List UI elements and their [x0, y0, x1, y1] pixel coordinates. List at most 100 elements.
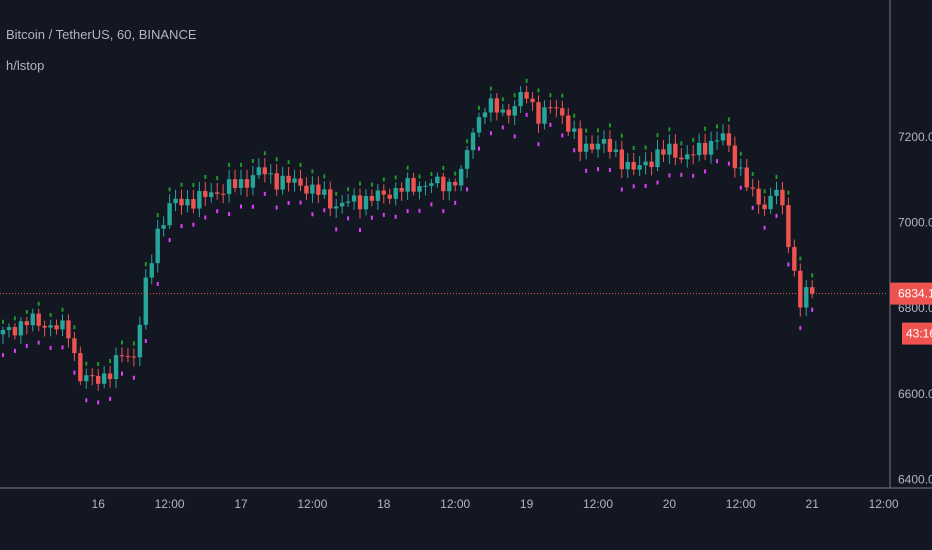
x-tick-label: 12:00 — [297, 497, 327, 511]
low-stop-marker — [132, 375, 135, 380]
high-stop-marker — [168, 187, 171, 192]
low-stop-marker — [466, 187, 469, 192]
candle-body — [339, 202, 345, 207]
high-stop-marker — [240, 162, 242, 167]
candle-body — [137, 324, 143, 358]
candle-body — [661, 149, 666, 155]
high-stop-marker — [561, 93, 564, 98]
candle-body — [107, 373, 113, 380]
candle-body — [363, 196, 369, 210]
high-stop-marker — [763, 189, 766, 194]
high-stop-marker — [323, 174, 326, 179]
candle-body — [560, 108, 565, 116]
high-stop-marker — [739, 151, 742, 156]
candle-body — [286, 175, 291, 183]
high-stop-marker — [751, 171, 754, 176]
low-stop-marker — [85, 398, 88, 403]
price-axis[interactable]: 6400.00 6600.00 6800.00 7000.00 7200.00 — [898, 130, 932, 486]
candle-body — [780, 189, 785, 206]
candle-body — [673, 143, 678, 158]
candle-body — [78, 353, 83, 382]
low-stop-marker — [121, 371, 123, 376]
high-stop-marker — [192, 182, 195, 187]
low-stop-marker — [382, 212, 385, 217]
candle-body — [238, 179, 244, 188]
candle-body — [476, 117, 482, 133]
candle-body — [756, 188, 761, 205]
high-stop-marker — [275, 157, 278, 162]
low-stop-marker — [418, 208, 421, 213]
high-stop-marker — [573, 113, 576, 118]
countdown-tag-text: 43:16 — [906, 327, 932, 341]
x-tick-label: 21 — [806, 497, 820, 511]
candle-body — [381, 190, 386, 195]
low-stop-marker — [739, 185, 742, 190]
low-stop-marker — [561, 133, 564, 138]
x-tick-label: 12:00 — [726, 497, 756, 511]
time-axis[interactable]: 16 12:00 17 12:00 18 12:00 19 12:00 20 12:00 21 12:… — [92, 497, 899, 511]
candle-body — [512, 106, 517, 116]
high-stop-marker — [620, 133, 623, 138]
high-stop-marker — [418, 174, 421, 179]
candle-body — [530, 98, 535, 103]
candle-body — [351, 195, 357, 202]
candle-body — [48, 325, 53, 328]
high-stop-marker — [382, 177, 385, 182]
candle-body — [399, 188, 404, 192]
low-stop-marker — [263, 191, 266, 196]
x-tick-label: 18 — [377, 497, 391, 511]
x-tick-label: 20 — [663, 497, 677, 511]
symbol-title[interactable]: Bitcoin / TetherUS, 60, BINANCE — [6, 27, 197, 42]
candle-body — [36, 313, 41, 326]
high-stop-marker — [228, 162, 231, 167]
candle-body — [643, 161, 648, 166]
low-stop-marker — [811, 307, 814, 312]
high-stop-marker — [525, 78, 528, 83]
candle-body — [774, 189, 779, 196]
indicator-label[interactable]: h/lstop — [6, 58, 45, 73]
low-stop-marker — [727, 161, 730, 166]
candle-body — [762, 204, 767, 210]
candle-body — [322, 189, 327, 195]
high-stop-marker — [466, 139, 469, 144]
candle-body — [702, 142, 708, 155]
candle-body — [54, 325, 59, 330]
candle-body — [655, 149, 660, 168]
candle-body — [607, 138, 613, 152]
high-stop-marker — [537, 88, 540, 93]
candle-body — [441, 176, 446, 192]
candle-body — [316, 184, 321, 195]
high-stop-marker — [204, 174, 207, 179]
low-stop-marker — [668, 173, 671, 178]
candle-body — [66, 320, 71, 339]
low-stop-marker — [37, 340, 40, 345]
low-stop-marker — [549, 122, 552, 127]
low-stop-marker — [692, 173, 695, 178]
high-stop-marker — [501, 97, 504, 102]
candle-body — [429, 183, 434, 186]
low-stop-marker — [144, 339, 147, 344]
candle-body — [173, 198, 178, 204]
candle-body — [24, 321, 29, 326]
low-stop-marker — [323, 208, 326, 213]
candle-body — [262, 167, 267, 175]
candle-body — [274, 173, 279, 190]
x-tick-label: 12:00 — [869, 497, 899, 511]
candle-body — [197, 191, 202, 209]
candle-body — [423, 185, 428, 187]
candle-body — [179, 198, 184, 206]
last-price-tag-text: 6834.14 — [898, 287, 932, 301]
candle-body — [792, 247, 797, 271]
candle-body — [60, 320, 65, 330]
candle-body — [708, 140, 714, 155]
high-stop-marker — [13, 316, 16, 321]
low-stop-marker — [585, 168, 588, 173]
high-stop-marker — [61, 307, 64, 312]
candle-body — [375, 190, 381, 201]
high-stop-marker — [49, 312, 52, 317]
high-stop-marker — [37, 301, 40, 306]
candle-body — [405, 177, 410, 192]
candle-body — [96, 375, 101, 384]
low-stop-marker — [156, 281, 159, 286]
